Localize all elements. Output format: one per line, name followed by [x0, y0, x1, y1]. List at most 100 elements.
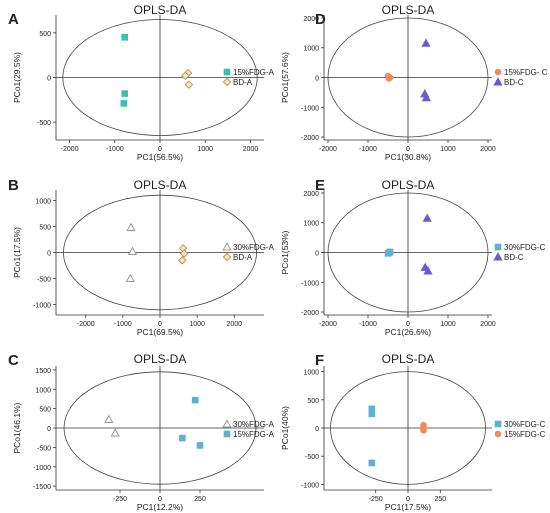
x-tick-label: 0 — [406, 146, 410, 153]
y-tick-label: 0 — [315, 76, 319, 83]
y-axis-label: PCo1(40%) — [280, 406, 290, 450]
x-tick-label: -2000 — [77, 321, 95, 328]
y-tick-label: 0 — [47, 76, 51, 83]
x-tick-label: 250 — [194, 496, 206, 503]
x-tick-label: -2000 — [319, 321, 337, 328]
legend-label: BD-A — [233, 253, 253, 262]
y-tick-label: 1000 — [303, 370, 319, 377]
x-tick-label: -250 — [113, 496, 127, 503]
y-tick-label: 2000 — [303, 16, 319, 23]
data-point — [121, 34, 129, 41]
legend-marker — [223, 68, 231, 76]
y-tick-label: -1000 — [301, 105, 319, 112]
y-tick-label: 500 — [39, 31, 51, 38]
data-point — [110, 428, 120, 437]
x-tick-label: -1000 — [359, 146, 377, 153]
panel-letter: F — [315, 352, 324, 369]
x-tick-label: 2000 — [480, 146, 496, 153]
panel-letter: A — [8, 11, 19, 28]
y-tick-label: 0 — [47, 251, 51, 258]
x-tick-label: 0 — [158, 496, 162, 503]
panel-letter: E — [315, 177, 325, 194]
data-point — [385, 249, 393, 257]
y-tick-label: 1000 — [303, 221, 319, 228]
y-tick-label: 1000 — [35, 387, 51, 394]
data-point — [368, 410, 376, 418]
y-tick-label: -2000 — [301, 310, 319, 317]
legend-label: 30%FDG-A — [233, 243, 275, 252]
panel-f: F OPLS-DA -1000 -500 0 500 1000 -250 0 250PC1(17.… — [280, 352, 546, 512]
legend-marker — [494, 68, 502, 76]
data-point — [177, 256, 187, 265]
x-tick-label: 250 — [434, 496, 446, 503]
chart-title: OPLS-DA — [382, 178, 435, 192]
y-tick-label: 500 — [39, 407, 51, 414]
legend-marker — [223, 430, 231, 438]
panel-d: D OPLS-DA -2000 -1000 0 1000 2000 -2000 -1000 0 10… — [280, 3, 548, 162]
legend-label: BD-C — [504, 78, 524, 87]
y-axis-label: PCo1(29.5%) — [12, 52, 22, 103]
y-tick-label: -500 — [305, 454, 319, 461]
y-tick-label: -500 — [37, 277, 51, 284]
legend-marker — [222, 252, 232, 262]
y-tick-label: -1000 — [301, 482, 319, 489]
x-tick-label: 1000 — [440, 321, 456, 328]
data-point — [181, 71, 190, 81]
panel-letter: B — [8, 177, 19, 194]
data-point — [104, 414, 114, 423]
x-tick-label: 0 — [406, 496, 410, 503]
legend-marker — [494, 420, 502, 428]
data-point — [121, 90, 129, 97]
x-tick-label: -2000 — [61, 146, 79, 153]
y-tick-label: -1000 — [33, 303, 51, 310]
x-tick-label: 2000 — [480, 321, 496, 328]
y-tick-label: 500 — [307, 398, 319, 405]
data-point — [127, 246, 138, 255]
legend-label: 15%FDG-C — [504, 430, 546, 439]
y-tick-label: 2000 — [303, 191, 319, 198]
chart-title: OPLS-DA — [134, 3, 187, 17]
x-tick-label: -1000 — [359, 321, 377, 328]
y-tick-label: -1000 — [33, 465, 51, 472]
legend-label: 15%FDG-A — [233, 68, 275, 77]
data-point — [125, 273, 135, 283]
data-point — [179, 434, 186, 442]
data-point — [184, 80, 194, 89]
y-tick-label: 1500 — [35, 368, 51, 375]
y-axis-label: PCo1(46.1%) — [12, 402, 22, 453]
x-axis-label: PC1(17.5%) — [385, 502, 431, 512]
data-point — [126, 222, 136, 231]
legend-marker — [222, 77, 232, 87]
y-tick-label: -1000 — [301, 280, 319, 287]
data-point — [422, 213, 432, 222]
data-point — [385, 75, 393, 82]
legend-marker — [494, 430, 502, 438]
x-tick-label: 0 — [406, 321, 410, 328]
panel-a: A OPLS-DA -500 0 500 -2000 -1000 0 1000 2000 PC1(5… — [8, 3, 275, 162]
x-tick-label: 0 — [158, 146, 162, 153]
legend-label: BD-A — [233, 78, 253, 87]
y-tick-label: -500 — [37, 445, 51, 452]
y-tick-label: 0 — [315, 426, 319, 433]
y-tick-label: -500 — [37, 120, 51, 127]
legend-label: 15%FDG-A — [233, 430, 275, 439]
panel-letter: C — [8, 352, 19, 369]
data-point — [421, 38, 431, 47]
y-axis-label: PCo1(53%) — [280, 230, 290, 274]
x-tick-label: -1000 — [114, 321, 132, 328]
data-point — [191, 396, 199, 404]
legend-marker — [493, 252, 503, 261]
y-tick-label: -2000 — [301, 135, 319, 142]
panel-b: B OPLS-DA -1000 -500 0 500 1000 -2000 -1000 0 1000… — [8, 177, 275, 337]
y-axis-label: PCo1(57.6%) — [280, 52, 290, 103]
panel-e: E OPLS-DA -2000 -1000 0 1000 2000 -2000 -1000 0 10… — [280, 177, 546, 337]
legend-label: 30%FDG-C — [504, 243, 546, 252]
x-tick-label: -2000 — [319, 146, 337, 153]
data-point — [423, 266, 433, 275]
y-tick-label: 0 — [47, 426, 51, 433]
x-tick-label: 1000 — [440, 146, 456, 153]
panel-c: C OPLS-DA -1500 -1000 -500 0 500 1000 1500 -250 0 2… — [8, 352, 275, 512]
x-tick-label: 0 — [158, 321, 162, 328]
x-tick-label: -1000 — [106, 146, 124, 153]
